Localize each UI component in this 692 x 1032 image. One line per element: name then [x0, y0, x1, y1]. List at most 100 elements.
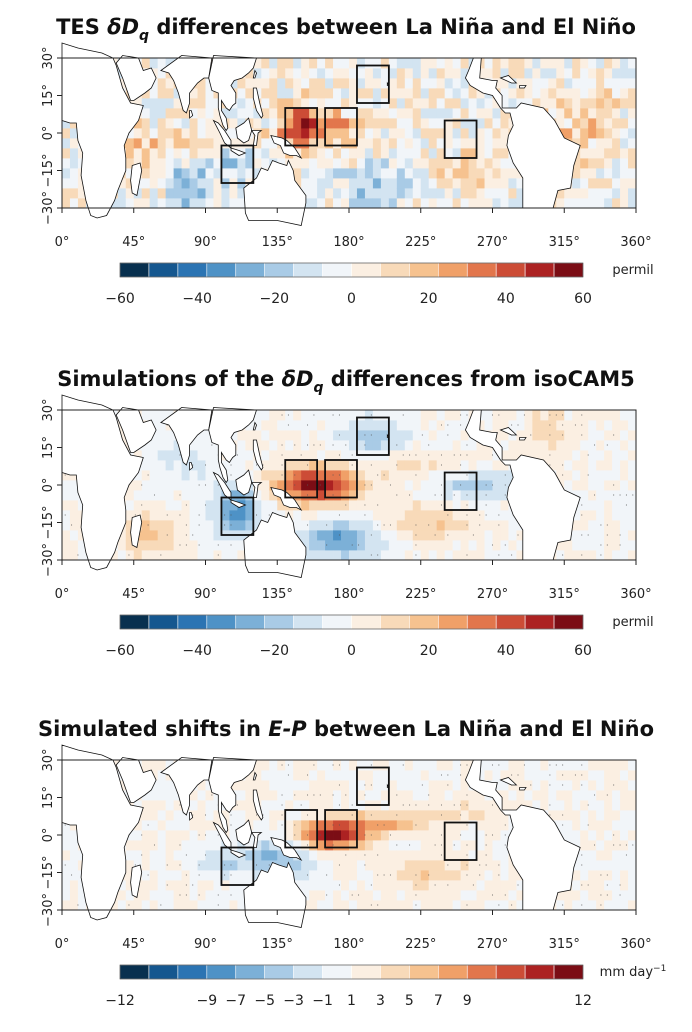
stipple-dot: [351, 464, 353, 466]
heatmap-cell: [165, 470, 175, 481]
heatmap-cell: [325, 860, 334, 871]
heatmap-cell: [412, 760, 422, 771]
stipple-dot: [415, 534, 417, 536]
heatmap-cell: [564, 450, 573, 461]
heatmap-cell: [428, 78, 438, 89]
heatmap-cell: [317, 860, 326, 871]
heatmap-cell: [628, 770, 637, 781]
heatmap-cell: [277, 480, 286, 491]
heatmap-cell: [285, 68, 294, 79]
heatmap-cell: [388, 420, 398, 431]
heatmap-cell: [444, 760, 454, 771]
stipple-dot: [389, 834, 392, 836]
heatmap-cell: [468, 880, 477, 891]
heatmap-cell: [476, 850, 485, 861]
stipple-dot: [447, 424, 449, 426]
heatmap-cell: [245, 840, 254, 851]
heatmap-cell: [125, 178, 135, 189]
heatmap-cell: [261, 490, 270, 501]
heatmap-cell: [612, 168, 621, 179]
stipple-dot: [581, 504, 583, 506]
colorbar-segment: [264, 964, 294, 980]
heatmap-cell: [588, 178, 597, 189]
heatmap-cell: [452, 800, 462, 811]
heatmap-cell: [404, 430, 414, 441]
heatmap-cell: [476, 530, 485, 541]
heatmap-cell: [301, 880, 310, 891]
heatmap-cell: [317, 530, 326, 541]
heatmap-cell: [420, 128, 430, 139]
heatmap-cell: [564, 770, 573, 781]
heatmap-cell: [165, 900, 175, 911]
stipple-dot: [498, 554, 500, 556]
stipple-dot: [600, 554, 602, 556]
heatmap-cell: [349, 500, 358, 511]
heatmap-cell: [309, 188, 318, 199]
heatmap-cell: [349, 450, 358, 461]
heatmap-cell: [261, 850, 270, 861]
heatmap-cell: [197, 148, 206, 159]
heatmap-cell: [580, 158, 589, 169]
heatmap-cell: [309, 850, 318, 861]
stipple-dot: [338, 514, 340, 516]
heatmap-cell: [141, 890, 151, 901]
heatmap-cell: [548, 770, 557, 781]
colorbar-tick-label: 0: [347, 291, 356, 307]
heatmap-cell: [468, 860, 477, 871]
heatmap-cell: [125, 520, 135, 531]
heatmap-cell: [548, 420, 557, 431]
heatmap-cell: [444, 430, 454, 441]
heatmap-cell: [436, 128, 446, 139]
heatmap-cell: [516, 780, 525, 791]
heatmap-cell: [253, 460, 262, 471]
heatmap-cell: [444, 188, 454, 199]
heatmap-cell: [468, 850, 477, 861]
heatmap-cell: [476, 830, 485, 841]
heatmap-cell: [420, 118, 430, 129]
heatmap-cell: [396, 128, 406, 139]
heatmap-cell: [556, 790, 565, 801]
heatmap-cell: [404, 78, 414, 89]
heatmap-cell: [628, 440, 637, 451]
heatmap-cell: [165, 178, 175, 189]
heatmap-cell: [420, 810, 430, 821]
heatmap-cell: [69, 490, 79, 501]
heatmap-cell: [181, 490, 190, 501]
heatmap-cell: [580, 78, 589, 89]
heatmap-cell: [205, 128, 214, 139]
heatmap-cell: [205, 188, 214, 199]
stipple-dot: [64, 474, 66, 476]
heatmap-cell: [125, 900, 135, 911]
heatmap-cell: [197, 450, 206, 461]
y-tick-label: 30°: [41, 398, 56, 421]
heatmap-cell: [628, 900, 637, 911]
heatmap-cell: [253, 810, 262, 821]
heatmap-cell: [500, 450, 509, 461]
heatmap-cell: [444, 460, 454, 471]
heatmap-cell: [157, 820, 167, 831]
heatmap-cell: [333, 530, 342, 541]
heatmap-cell: [189, 850, 198, 861]
heatmap-cell: [372, 148, 382, 159]
heatmap-cell: [436, 98, 446, 109]
heatmap-cell: [436, 520, 446, 531]
stipple-dot: [389, 484, 392, 486]
heatmap-cell: [277, 810, 286, 821]
stipple-dot: [562, 474, 564, 476]
heatmap-cell: [301, 490, 310, 501]
heatmap-cell: [460, 118, 469, 129]
heatmap-cell: [364, 58, 374, 69]
heatmap-cell: [612, 830, 621, 841]
heatmap-cell: [333, 138, 342, 149]
heatmap-cell: [356, 780, 366, 791]
heatmap-cell: [484, 760, 493, 771]
heatmap-cell: [396, 118, 406, 129]
heatmap-cell: [269, 420, 278, 431]
heatmap-cell: [436, 68, 446, 79]
heatmap-cell: [269, 118, 278, 129]
heatmap-cell: [380, 108, 390, 119]
heatmap-cell: [356, 500, 366, 511]
heatmap-cell: [420, 530, 430, 541]
heatmap-cell: [612, 178, 621, 189]
heatmap-cell: [572, 430, 581, 441]
